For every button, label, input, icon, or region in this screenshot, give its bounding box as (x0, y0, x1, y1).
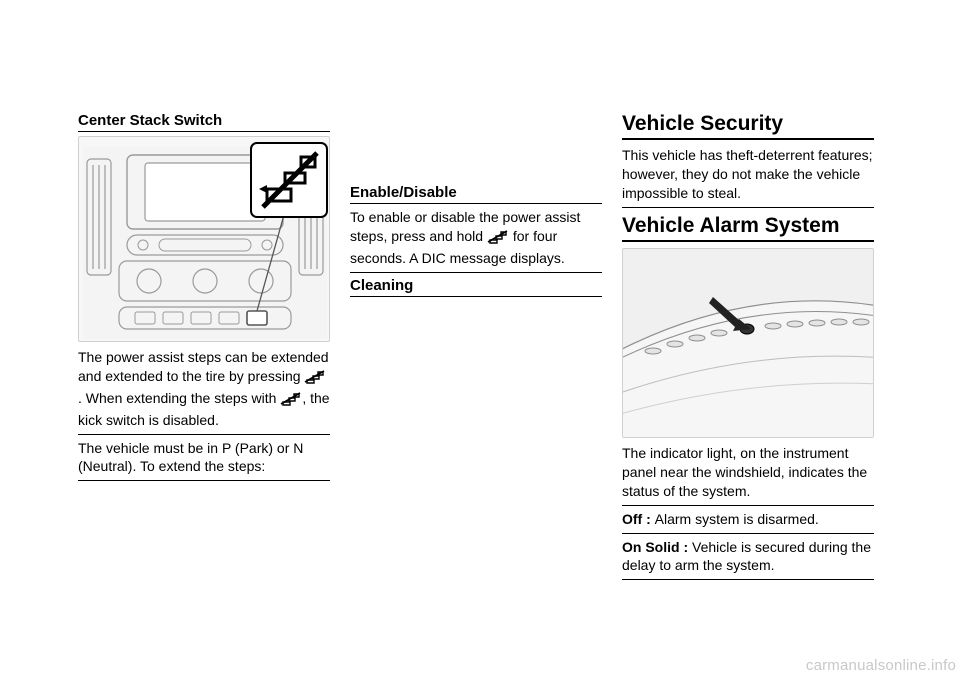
assist-step-icon (487, 230, 509, 249)
col3-paragraph-top: This vehicle has theft-deterrent feature… (622, 146, 874, 208)
watermark-text: carmanualsonline.info (806, 657, 956, 674)
col1-paragraph-2: The vehicle must be in P (Park) or N (Ne… (78, 439, 330, 482)
col3-paragraph-onsolid: On Solid : Vehicle is secured during the… (622, 538, 874, 581)
figure-center-stack (78, 136, 330, 342)
col3-paragraph-mid: The indicator light, on the instrument p… (622, 444, 874, 506)
label-off: Off : (622, 511, 655, 527)
heading-enable-disable: Enable/Disable (350, 184, 602, 204)
col1-p1-text-a: The power assist steps can be extended a… (78, 349, 329, 384)
column-1: Center Stack Switch (78, 112, 330, 584)
figure-alarm-indicator (622, 248, 874, 438)
heading-cleaning: Cleaning (350, 277, 602, 297)
page-root: Center Stack Switch (0, 0, 960, 678)
heading-center-stack-switch: Center Stack Switch (78, 112, 330, 132)
column-2: Enable/Disable To enable or disable the … (350, 112, 602, 584)
col1-paragraph-1: The power assist steps can be extended a… (78, 348, 330, 435)
heading-vehicle-security: Vehicle Security (622, 112, 874, 140)
alarm-indicator-illustration (623, 249, 874, 438)
assist-step-icon (304, 370, 326, 389)
label-on-solid: On Solid : (622, 539, 692, 555)
col3-paragraph-off: Off : Alarm system is disarmed. (622, 510, 874, 534)
content-columns: Center Stack Switch (78, 112, 876, 584)
col2-paragraph-1: To enable or disable the power assist st… (350, 208, 602, 273)
column-3: Vehicle Security This vehicle has theft-… (622, 112, 874, 584)
col1-p1-text-b: . When extending the steps with (78, 390, 280, 406)
col2-top-spacer (350, 112, 602, 184)
center-stack-illustration (79, 137, 330, 342)
heading-vehicle-alarm-system: Vehicle Alarm System (622, 214, 874, 242)
text-off: Alarm system is disarmed. (655, 511, 819, 527)
assist-step-icon (280, 392, 302, 411)
